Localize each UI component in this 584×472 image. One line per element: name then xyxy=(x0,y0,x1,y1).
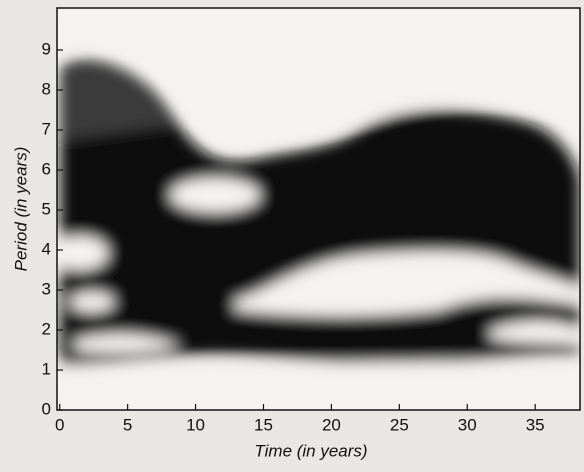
y-axis-label: Period (in years) xyxy=(11,147,30,272)
x-tick-label: 5 xyxy=(123,415,132,434)
y-tick-label: 1 xyxy=(42,359,51,378)
low-power-region xyxy=(57,236,108,270)
y-tick-label: 8 xyxy=(42,79,51,98)
x-tick-label: 20 xyxy=(322,415,341,434)
y-tick-label: 9 xyxy=(42,39,51,58)
low-power-region xyxy=(490,321,580,345)
y-tick-label: 0 xyxy=(42,399,51,418)
y-tick-label: 5 xyxy=(42,199,51,218)
x-tick-label: 35 xyxy=(526,415,545,434)
y-tick-label: 4 xyxy=(42,239,51,258)
power-region xyxy=(62,59,175,140)
x-tick-label: 0 xyxy=(55,415,64,434)
x-tick-label: 25 xyxy=(390,415,409,434)
x-tick-label: 15 xyxy=(254,415,273,434)
low-power-region xyxy=(57,8,580,140)
x-axis-label: Time (in years) xyxy=(254,441,367,460)
low-power-region xyxy=(70,292,114,312)
y-tick-label: 6 xyxy=(42,159,51,178)
y-tick-label: 2 xyxy=(42,319,51,338)
low-power-region xyxy=(235,251,580,316)
low-power-region xyxy=(170,178,260,212)
plot-frame xyxy=(56,7,581,411)
y-tick-label: 7 xyxy=(42,119,51,138)
low-power-region xyxy=(57,360,580,410)
low-power-region xyxy=(75,333,180,353)
y-tick-label: 3 xyxy=(42,279,51,298)
x-tick-label: 10 xyxy=(186,415,205,434)
x-tick-label: 30 xyxy=(458,415,477,434)
power-field xyxy=(57,8,580,410)
